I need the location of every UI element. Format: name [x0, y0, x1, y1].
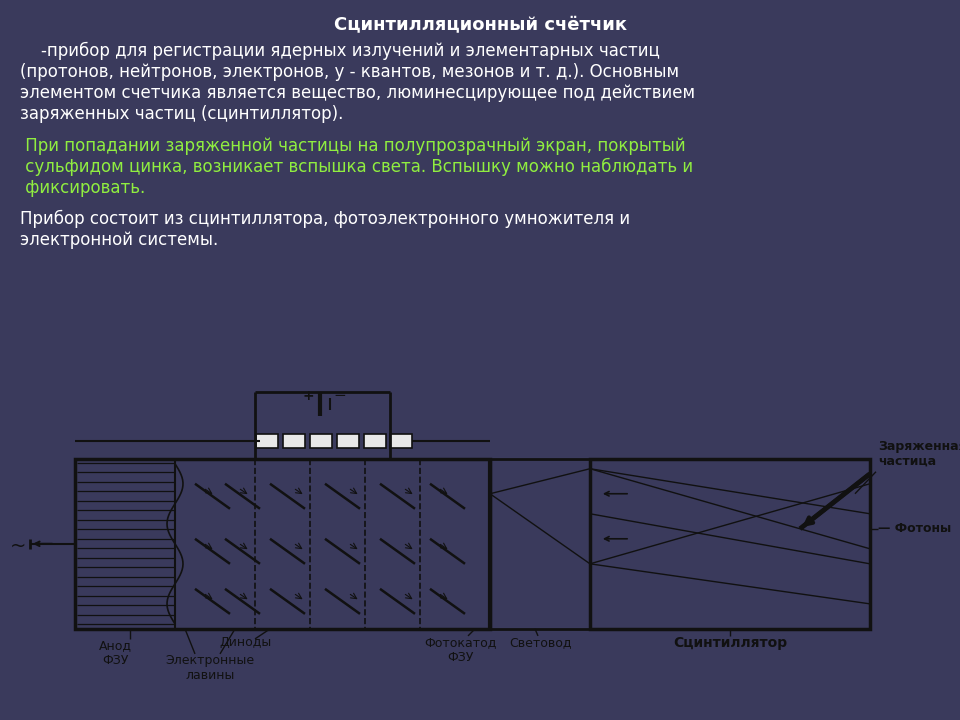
- Bar: [590, 459, 870, 629]
- Text: (протонов, нейтронов, электронов, у - квантов, мезонов и т. д.). Основным: (протонов, нейтронов, электронов, у - кв…: [20, 63, 679, 81]
- Bar: [310, 433, 332, 448]
- Text: ~: ~: [10, 537, 26, 556]
- Text: Диноды: Диноды: [219, 636, 271, 649]
- Text: Анод
ФЗУ: Анод ФЗУ: [99, 639, 132, 667]
- Text: Сцинтиллятор: Сцинтиллятор: [673, 636, 787, 650]
- Text: Сцинтилляционный счётчик: Сцинтилляционный счётчик: [333, 16, 627, 34]
- Bar: [490, 459, 590, 629]
- Text: заряженных частиц (сцинтиллятор).: заряженных частиц (сцинтиллятор).: [20, 105, 344, 123]
- Text: −: −: [334, 388, 347, 403]
- Text: При попадании заряженной частицы на полупрозрачный экран, покрытый: При попадании заряженной частицы на полу…: [20, 137, 685, 155]
- Text: электронной системы.: электронной системы.: [20, 231, 218, 249]
- Text: Заряженная
частица: Заряженная частица: [878, 440, 960, 468]
- Text: Электронные
лавины: Электронные лавины: [165, 654, 254, 682]
- Text: -прибор для регистрации ядерных излучений и элементарных частиц: -прибор для регистрации ядерных излучени…: [20, 42, 660, 60]
- Text: сульфидом цинка, возникает вспышка света. Вспышку можно наблюдать и: сульфидом цинка, возникает вспышка света…: [20, 158, 693, 176]
- Bar: [75, 459, 490, 629]
- Text: — Фотоны: — Фотоны: [878, 522, 951, 535]
- Text: +: +: [302, 389, 314, 402]
- Text: Фотокатод
ФЗУ: Фотокатод ФЗУ: [423, 636, 496, 664]
- Text: Прибор состоит из сцинтиллятора, фотоэлектронного умножителя и: Прибор состоит из сцинтиллятора, фотоэле…: [20, 210, 630, 228]
- Bar: [364, 433, 386, 448]
- Text: Световод: Световод: [509, 636, 571, 649]
- Text: фиксировать.: фиксировать.: [20, 179, 145, 197]
- Bar: [256, 433, 278, 448]
- Bar: [390, 433, 412, 448]
- Bar: [283, 433, 305, 448]
- Bar: [337, 433, 359, 448]
- Text: элементом счетчика является вещество, люминесцирующее под действием: элементом счетчика является вещество, лю…: [20, 84, 695, 102]
